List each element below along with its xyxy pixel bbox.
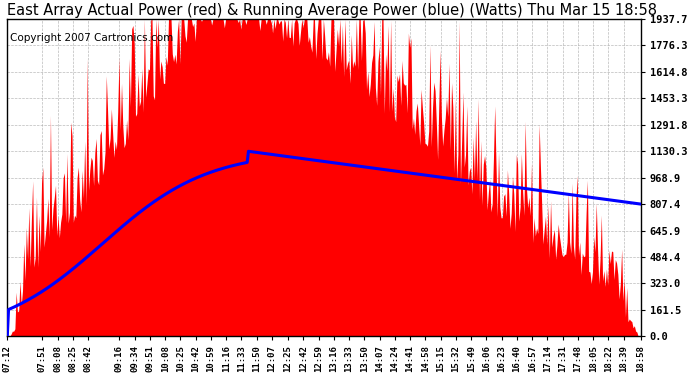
Text: East Array Actual Power (red) & Running Average Power (blue) (Watts) Thu Mar 15 : East Array Actual Power (red) & Running … [8,3,658,18]
Text: Copyright 2007 Cartronics.com: Copyright 2007 Cartronics.com [10,33,174,43]
